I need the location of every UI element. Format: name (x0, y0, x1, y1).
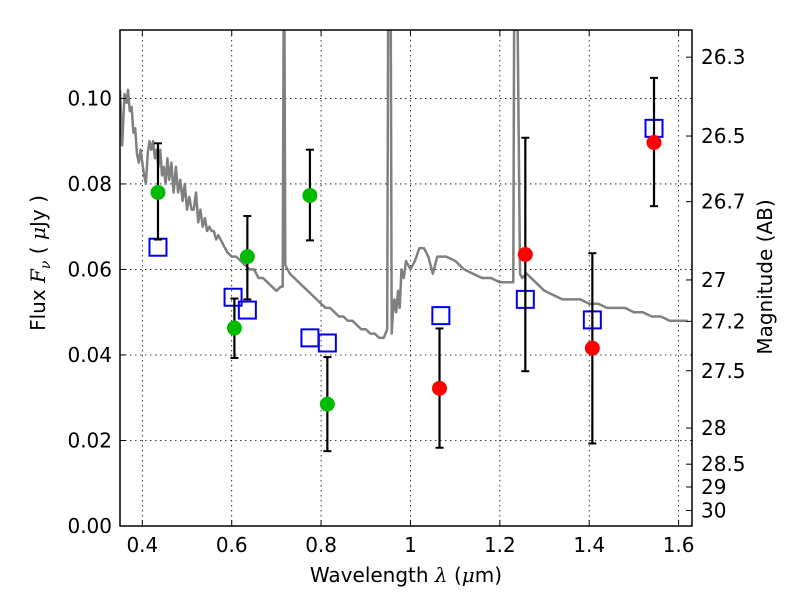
y-axis-label-flux: Flux (26, 283, 50, 331)
right-axis-label: Magnitude (AB) (753, 199, 777, 354)
grid (120, 30, 692, 526)
nir-data-point (432, 380, 448, 396)
right-tick-label: 26.3 (701, 45, 746, 69)
nir-data-point (584, 340, 600, 356)
optical-data-point (302, 187, 318, 203)
x-tick-label: 1 (404, 533, 417, 557)
nir-data-point (646, 134, 662, 150)
y-tick-label: 0.08 (67, 172, 112, 196)
optical-data-point (239, 249, 255, 265)
plot-area (120, 30, 688, 453)
right-tick-label: 26.7 (701, 190, 746, 214)
x-axis-label-lambda: λ (434, 563, 448, 587)
x-axis-ticks: 0.4 0.6 0.8 1 1.2 1.4 1.6 (126, 30, 695, 557)
x-tick-label: 1.4 (573, 533, 605, 557)
x-tick-label: 0.8 (305, 533, 337, 557)
x-axis-label-m: m) (475, 563, 502, 587)
y-axis-label-units: ( (26, 240, 50, 261)
x-axis-label-units: ( (448, 563, 462, 587)
optical-data-point (150, 184, 166, 200)
y-tick-label: 0.00 (67, 514, 112, 538)
right-tick-label: 26.5 (701, 124, 746, 148)
y-tick-label: 0.10 (67, 86, 112, 110)
model-sed-line (120, 30, 688, 340)
x-tick-label: 1.2 (484, 533, 516, 557)
x-axis-label: Wavelength λ (μm) (310, 563, 502, 587)
y-axis-label-jy: Jy ) (26, 195, 50, 229)
y-axis-label-mu: μ (26, 227, 50, 240)
right-tick-label: 28.5 (701, 452, 746, 476)
axes-frame (119, 29, 693, 527)
right-tick-label: 27.2 (701, 309, 746, 333)
x-tick-label: 0.6 (216, 533, 248, 557)
model-photometry-marker (317, 333, 337, 353)
model-photometry-marker (431, 306, 451, 326)
y-axis-ticks: 0.00 0.02 0.04 0.06 0.08 0.10 (67, 86, 126, 538)
nir-data-point (517, 246, 533, 262)
right-tick-label: 30 (701, 498, 726, 522)
x-axis-label-text: Wavelength (310, 563, 435, 587)
model-photometry-marker (237, 300, 257, 320)
optical-data-point (319, 396, 335, 412)
y-tick-label: 0.02 (67, 428, 112, 452)
x-axis-label-mu: μ (462, 563, 475, 587)
x-tick-label: 1.6 (663, 533, 695, 557)
y-tick-label: 0.04 (67, 343, 112, 367)
y-axis-label: Flux Fν ( μJy ) (26, 195, 54, 331)
y-axis-label-nu: ν (38, 260, 54, 269)
model-photometry-marker (223, 287, 243, 307)
x-tick-label: 0.4 (126, 533, 158, 557)
right-tick-label: 28 (701, 416, 726, 440)
optical-data-point (226, 320, 242, 336)
y-tick-label: 0.06 (67, 257, 112, 281)
right-tick-label: 27.5 (701, 359, 746, 383)
y-axis-label-F: F (26, 268, 50, 284)
right-tick-label: 27 (701, 268, 726, 292)
right-tick-label: 29 (701, 475, 726, 499)
axes (119, 29, 693, 527)
